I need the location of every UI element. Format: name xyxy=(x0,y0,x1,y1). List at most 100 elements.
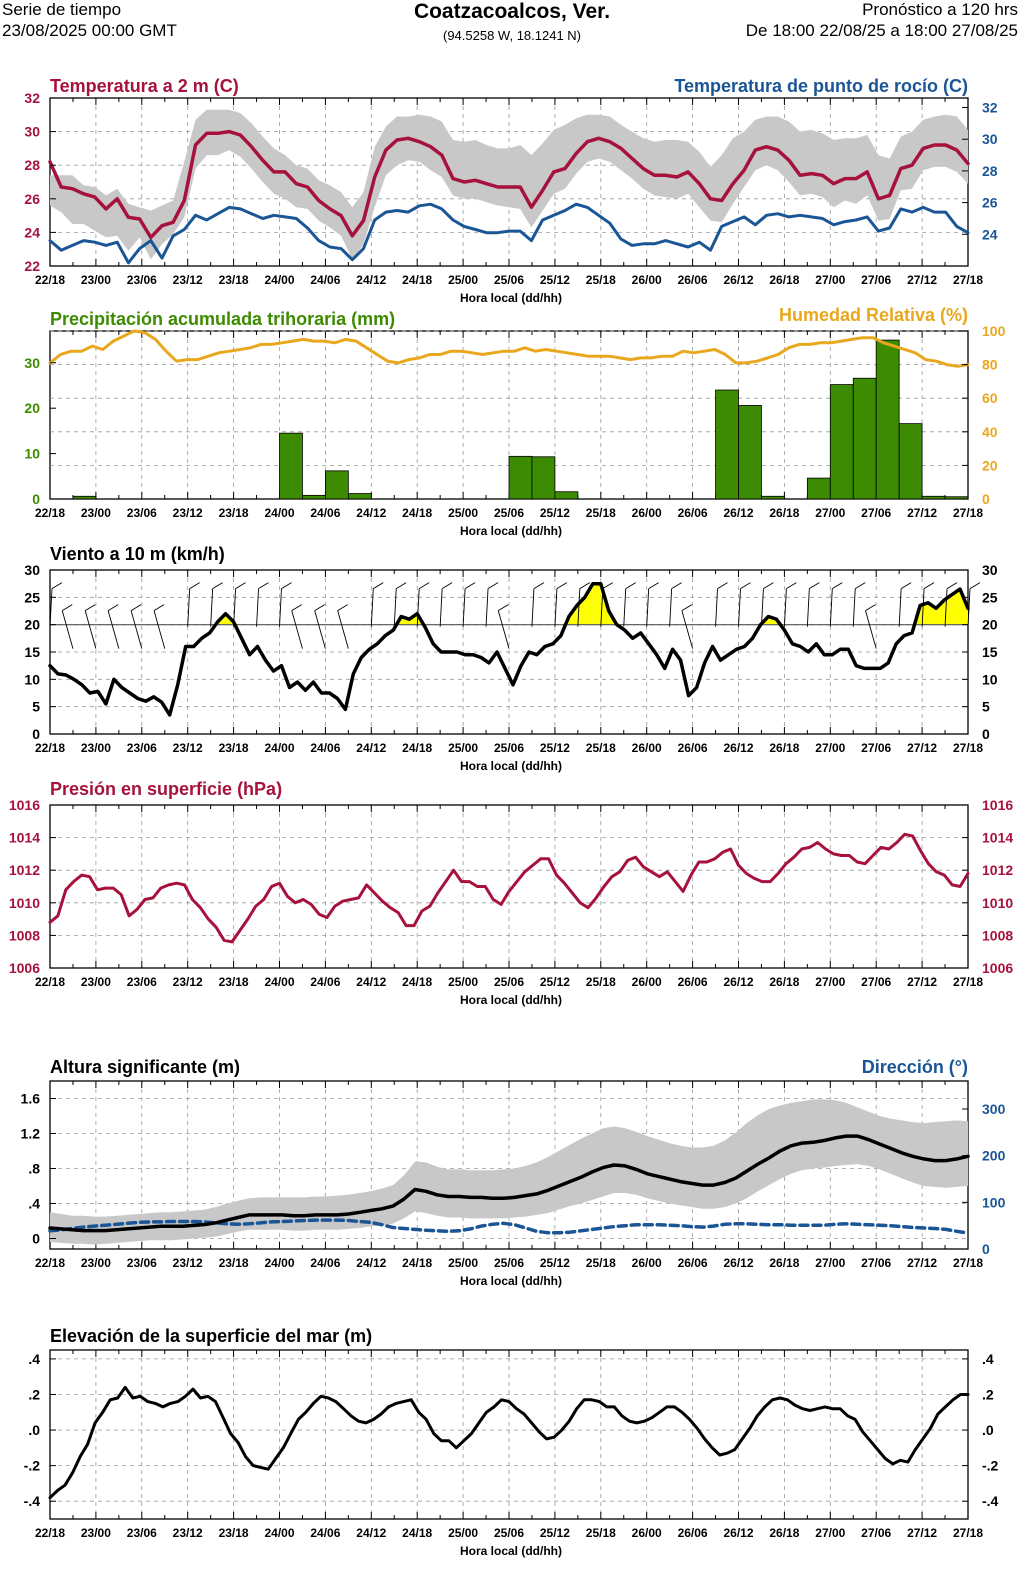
precip-bar xyxy=(944,496,969,500)
x-tick-label: 26/18 xyxy=(769,975,799,989)
y-tick-label-wind: 20 xyxy=(24,617,40,633)
x-tick-label: 25/18 xyxy=(586,975,616,989)
x-tick-label: 24/06 xyxy=(310,1256,340,1270)
precip-bar xyxy=(761,495,785,500)
y-tick-label-pressure-right: 1016 xyxy=(982,797,1013,813)
y-tick-label-dewpoint: 24 xyxy=(982,226,998,242)
wind-barb xyxy=(462,588,466,627)
x-tick-label: 26/06 xyxy=(678,741,708,755)
x-tick-label: 27/00 xyxy=(815,741,845,755)
x-tick-label: 26/12 xyxy=(723,1256,753,1270)
x-tick-label: 27/06 xyxy=(861,975,891,989)
x-tick-label: 25/00 xyxy=(448,1256,478,1270)
x-tick-label: 26/00 xyxy=(632,1526,662,1540)
x-tick-label: 24/18 xyxy=(402,1526,432,1540)
wind-barb-flag xyxy=(786,582,797,590)
x-tick-label: 26/00 xyxy=(632,506,662,520)
y-tick-label-wave-direction: 300 xyxy=(982,1101,1006,1117)
x-tick-label: 27/06 xyxy=(861,506,891,520)
wind-barb xyxy=(49,588,53,627)
x-tick-label: 24/18 xyxy=(402,741,432,755)
precip-bar xyxy=(324,470,349,500)
wind-barb-flag xyxy=(832,582,843,590)
header-forecast-range: Pronóstico a 120 hrs xyxy=(862,0,1018,19)
x-tick-label: 27/18 xyxy=(953,1256,983,1270)
precip-bar xyxy=(508,455,533,500)
x-tick-label: 23/00 xyxy=(81,506,111,520)
wind-barb xyxy=(669,588,673,627)
y-tick-label-sea-level-right: .2 xyxy=(982,1386,994,1402)
pressure-title: Presión en superficie (hPa) xyxy=(50,779,282,799)
y-tick-label-wave-direction: 100 xyxy=(982,1194,1006,1210)
x-tick-label: 26/12 xyxy=(723,1526,753,1540)
x-tick-label: 22/18 xyxy=(35,273,65,287)
x-tick-label: 23/00 xyxy=(81,975,111,989)
x-tick-label: 27/12 xyxy=(907,975,937,989)
wind-barb xyxy=(153,610,166,649)
x-tick-label: 25/00 xyxy=(448,273,478,287)
wind-barb-flag xyxy=(498,604,509,612)
precip-bar xyxy=(279,432,303,500)
y-tick-label-sea-level: .0 xyxy=(28,1422,40,1438)
x-tick-label: 27/12 xyxy=(907,273,937,287)
y-tick-label-wind-right: 20 xyxy=(982,617,998,633)
x-tick-label: 24/18 xyxy=(402,975,432,989)
x-tick-label: 25/18 xyxy=(586,273,616,287)
wave-direction-title: Dirección (°) xyxy=(862,1057,968,1077)
wind-above-threshold-fill xyxy=(592,583,601,625)
x-tick-label: 22/18 xyxy=(35,741,65,755)
wind-barb-flag xyxy=(865,604,876,612)
wind-barb-flag xyxy=(602,582,614,590)
wind-barb-flag xyxy=(648,582,659,590)
x-tick-label: 26/00 xyxy=(632,741,662,755)
wind-barb xyxy=(393,588,397,627)
x-tick-label: 24/06 xyxy=(310,975,340,989)
pressure-line xyxy=(48,832,970,944)
x-tick-label: 26/18 xyxy=(769,273,799,287)
wind-barb-flag xyxy=(281,582,292,590)
y-tick-label-pressure-right: 1010 xyxy=(982,895,1013,911)
y-tick-label-humidity: 20 xyxy=(982,457,998,473)
y-tick-label-wind: 5 xyxy=(32,699,40,715)
plot-frame xyxy=(49,804,969,969)
header-forecast-period: De 18:00 22/08/25 a 18:00 27/08/25 xyxy=(745,21,1018,40)
dewpoint-line xyxy=(48,202,970,265)
x-tick-label: 24/06 xyxy=(310,741,340,755)
wind-barb-flag xyxy=(130,604,142,612)
wind-barb xyxy=(554,588,558,627)
precip-bar xyxy=(302,494,326,500)
x-tick-label: 26/18 xyxy=(769,506,799,520)
y-tick-label-wind-right: 0 xyxy=(982,726,990,742)
precip-bar xyxy=(898,423,923,500)
x-tick-label: 22/18 xyxy=(35,1256,65,1270)
wave-height-chart: 22/18 23/00 23/06 23/12 23/18 24/00 24/06 24/12… xyxy=(21,1057,1006,1288)
y-tick-label-wind-right: 25 xyxy=(982,589,998,605)
x-tick-label: 23/12 xyxy=(173,1526,203,1540)
x-tick-label: 27/06 xyxy=(861,273,891,287)
y-tick-label-pressure: 1014 xyxy=(9,830,40,846)
y-tick-label-wind: 25 xyxy=(24,589,40,605)
x-tick-label: 24/06 xyxy=(310,1526,340,1540)
x-tick-label: 26/00 xyxy=(632,273,662,287)
x-tick-label: 26/00 xyxy=(632,975,662,989)
y-tick-label-sea-level: -.4 xyxy=(24,1493,41,1509)
x-tick-label: 24/12 xyxy=(356,506,386,520)
x-tick-label: 25/06 xyxy=(494,741,524,755)
x-axis-label: Hora local (dd/hh) xyxy=(460,993,562,1007)
precip-bar xyxy=(806,477,831,500)
x-tick-label: 27/00 xyxy=(815,1256,845,1270)
x-tick-label: 24/12 xyxy=(356,741,386,755)
temperature-title: Temperatura a 2 m (C) xyxy=(50,76,239,96)
wind-barb-flag xyxy=(395,582,407,590)
wave-height-title: Altura significante (m) xyxy=(50,1057,240,1077)
x-tick-label: 25/12 xyxy=(540,975,570,989)
y-tick-label-wind-right: 10 xyxy=(982,671,998,687)
precip-bar xyxy=(531,456,556,500)
y-tick-label-temperature: 26 xyxy=(24,191,40,207)
wind-barb xyxy=(944,588,948,627)
dewpoint-title: Temperatura de punto de rocío (C) xyxy=(674,76,968,96)
x-tick-label: 24/00 xyxy=(264,741,294,755)
x-tick-label: 23/12 xyxy=(173,506,203,520)
humidity-title: Humedad Relativa (%) xyxy=(779,305,968,325)
